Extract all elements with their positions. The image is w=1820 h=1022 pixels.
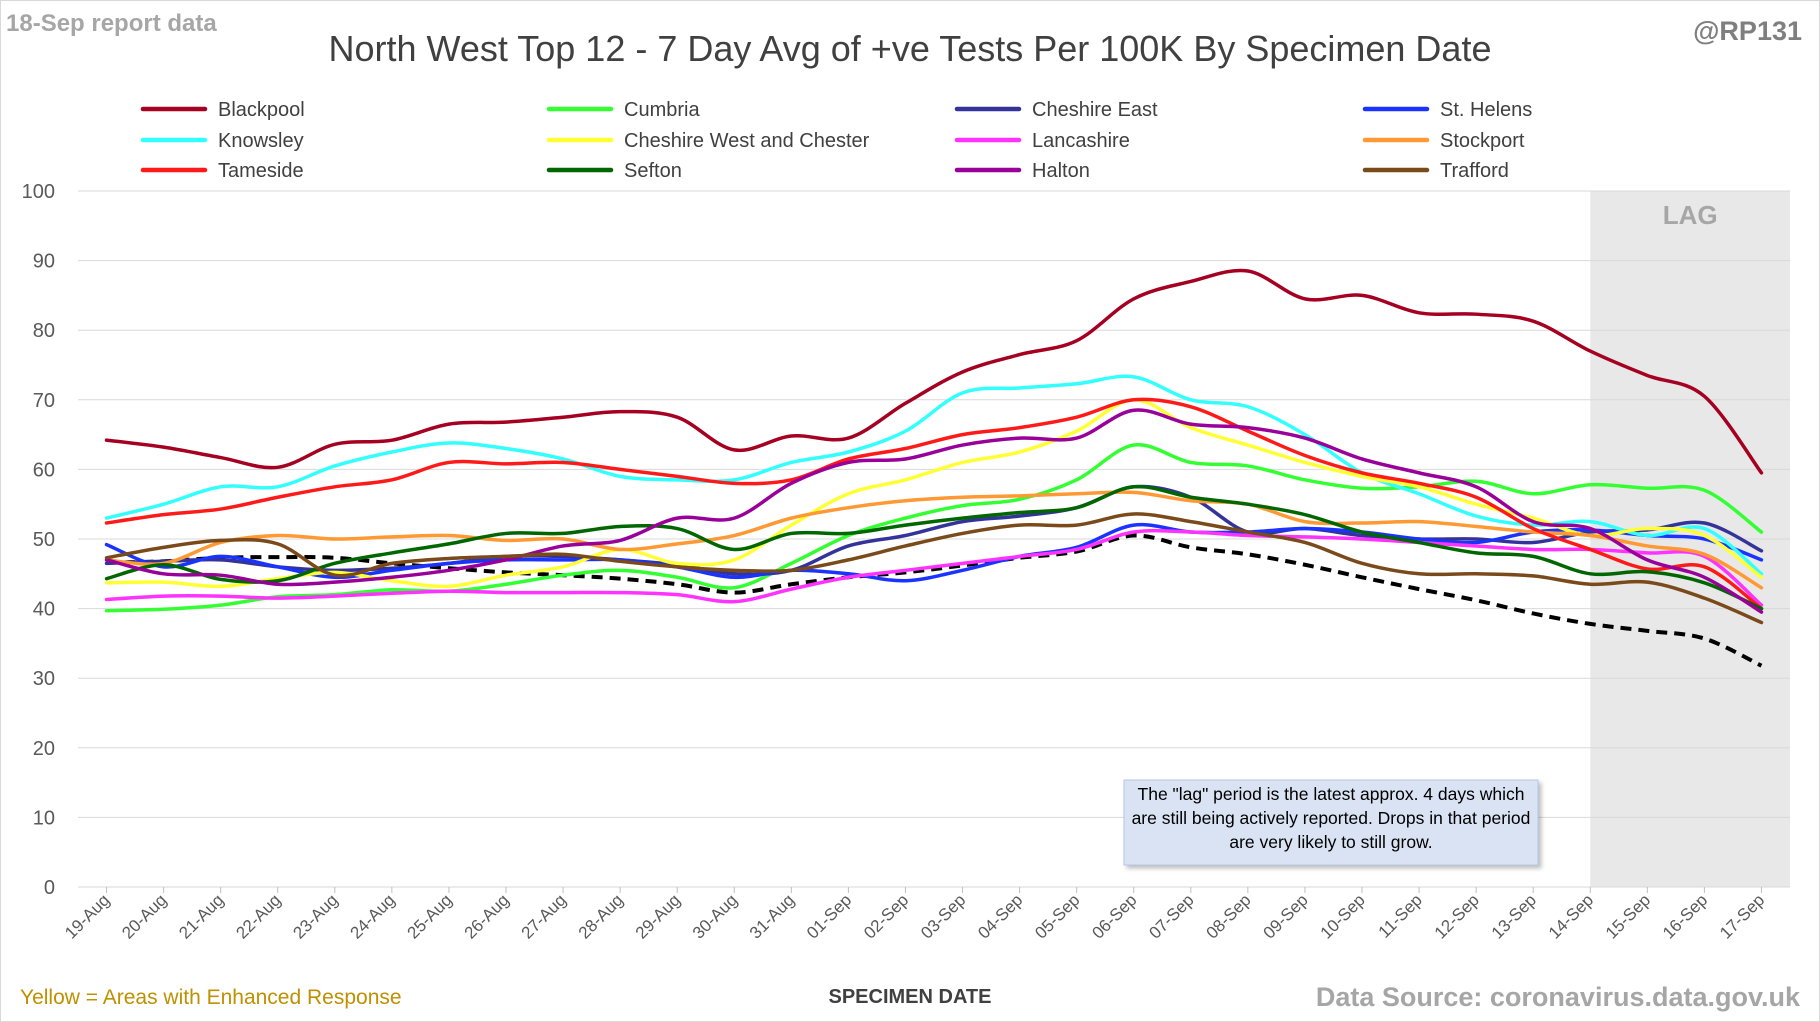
- x-tick-label: 07-Sep: [1145, 890, 1197, 942]
- legend-label-blackpool: Blackpool: [218, 99, 305, 121]
- x-tick-label: 05-Sep: [1031, 890, 1083, 942]
- series-line-cheshire-east: [104, 484, 1764, 577]
- legend-label-stockport: Stockport: [1440, 130, 1525, 152]
- y-tick-label: 40: [33, 599, 55, 621]
- y-tick-label: 30: [33, 668, 55, 690]
- x-tick-label: 30-Aug: [689, 890, 741, 942]
- x-tick-label: 24-Aug: [346, 890, 398, 942]
- legend-label-knowsley: Knowsley: [218, 130, 304, 152]
- author-handle: @RP131: [1693, 16, 1802, 46]
- enhanced-response-note: Yellow = Areas with Enhanced Response: [20, 986, 402, 1009]
- legend-label-cheshire-west-and-chester: Cheshire West and Chester: [624, 130, 870, 152]
- report-date-note: 18-Sep report data: [6, 10, 217, 37]
- series-line-st-helens: [104, 522, 1764, 583]
- legend-label-lancashire: Lancashire: [1032, 130, 1130, 152]
- annotation-box: The "lag" period is the latest approx. 4…: [1123, 779, 1539, 866]
- x-tick-label: 25-Aug: [404, 890, 456, 942]
- legend-label-cheshire-east: Cheshire East: [1032, 99, 1158, 121]
- series-line-blackpool: [104, 268, 1764, 475]
- x-tick-label: 02-Sep: [860, 890, 912, 942]
- x-tick-label: 21-Aug: [175, 890, 227, 942]
- x-tick-label: 17-Sep: [1716, 890, 1768, 942]
- series-line-lancashire: [104, 528, 1764, 607]
- x-tick-label: 22-Aug: [232, 890, 284, 942]
- x-tick-label: 10-Sep: [1317, 890, 1369, 942]
- x-tick-label: 16-Sep: [1659, 890, 1711, 942]
- data-source: Data Source: coronavirus.data.gov.uk: [1315, 982, 1800, 1012]
- x-axis-ticks: 19-Aug 20-Aug 21-Aug 22-Aug 23-Aug 24-Aug 25-A…: [61, 887, 1768, 943]
- y-tick-label: 10: [33, 807, 55, 829]
- y-tick-label: 20: [33, 738, 55, 760]
- y-tick-label: 90: [33, 251, 55, 273]
- x-tick-label: 11-Sep: [1375, 890, 1426, 941]
- x-tick-label: 06-Sep: [1088, 890, 1140, 942]
- lag-label: LAG: [1663, 200, 1718, 230]
- series-line-sefton: [104, 484, 1764, 611]
- x-tick-label: 31-Aug: [746, 890, 798, 942]
- series-line-halton: [104, 408, 1764, 614]
- x-tick-label: 04-Sep: [974, 890, 1026, 942]
- x-tick-label: 26-Aug: [461, 890, 513, 942]
- series-line-knowsley: [104, 374, 1764, 576]
- legend-label-tameside: Tameside: [218, 160, 304, 182]
- x-tick-label: 29-Aug: [632, 890, 684, 942]
- y-tick-label: 60: [33, 459, 55, 481]
- x-tick-label: 23-Aug: [289, 890, 341, 942]
- x-tick-label: 15-Sep: [1602, 890, 1654, 942]
- series-lines: [104, 268, 1764, 668]
- x-tick-label: 14-Sep: [1545, 890, 1597, 942]
- series-line-stockport: [104, 490, 1764, 590]
- chart-title: North West Top 12 - 7 Day Avg of +ve Tes…: [328, 28, 1492, 69]
- legend-label-sefton: Sefton: [624, 160, 682, 182]
- series-line-tameside: [104, 397, 1764, 611]
- legend-label-cumbria: Cumbria: [624, 99, 700, 121]
- x-tick-label: 03-Sep: [917, 890, 969, 942]
- x-tick-label: 20-Aug: [118, 890, 170, 942]
- legend-label-halton: Halton: [1032, 160, 1090, 182]
- legend-label-st-helens: St. Helens: [1440, 99, 1532, 121]
- x-tick-label: 19-Aug: [61, 890, 113, 942]
- lag-annotation-text: The "lag" period is the latest approx. 4…: [1131, 784, 1531, 852]
- series-line-cumbria: [104, 443, 1764, 613]
- y-tick-label: 0: [44, 877, 55, 899]
- y-tick-label: 50: [33, 529, 55, 551]
- y-tick-label: 100: [22, 181, 55, 203]
- y-tick-label: 70: [33, 390, 55, 412]
- x-tick-label: 13-Sep: [1488, 890, 1540, 942]
- x-tick-label: 09-Sep: [1260, 890, 1312, 942]
- x-tick-label: 12-Sep: [1431, 890, 1483, 942]
- legend: Blackpool Cumbria Cheshire East St. Helens K…: [140, 99, 1532, 182]
- x-tick-label: 27-Aug: [518, 890, 570, 942]
- legend-label-trafford: Trafford: [1440, 160, 1509, 182]
- x-tick-label: 28-Aug: [575, 890, 627, 942]
- y-axis-ticks: 0 10 20 30 40 50 60 70 80 90 100: [22, 181, 55, 899]
- x-axis-title: SPECIMEN DATE: [828, 986, 992, 1008]
- y-tick-label: 80: [33, 320, 55, 342]
- series-line-cheshire-west-and-chester: [104, 398, 1764, 589]
- x-tick-label: 01-Sep: [803, 890, 855, 942]
- x-tick-label: 08-Sep: [1202, 890, 1254, 942]
- series-line-trafford: [104, 512, 1764, 625]
